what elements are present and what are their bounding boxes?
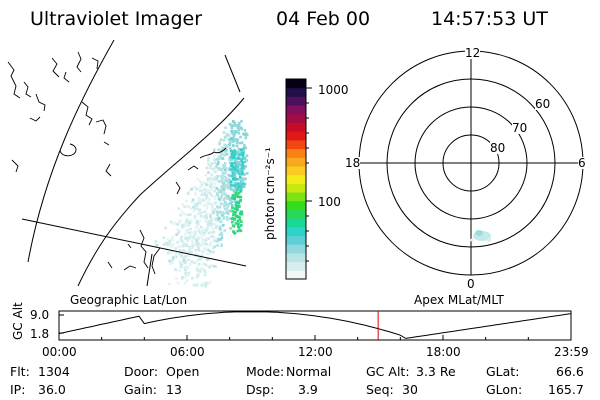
colorbar-cell [286,105,306,115]
mode-value: Normal [286,364,332,379]
gain-value: 13 [166,382,182,397]
time-tick-2359: 23:59 [554,345,589,359]
colorbar-cell [286,218,306,228]
coastlines [7,51,227,275]
date-label: 04 Feb 00 [276,8,371,30]
geographic-panel-label: Geographic Lat/Lon [70,293,188,307]
time-label: 14:57:53 UT [431,8,548,30]
altitude-axis-label: GC Alt [11,302,25,340]
colorbar-cell [286,139,306,150]
colorbar-cell [286,113,306,123]
colorbar-unit-label: photon cm⁻²s⁻¹ [263,147,277,240]
time-tick-0000: 00:00 [42,345,77,359]
mlat-label-80: 80 [490,141,506,155]
glat-value: 66.6 [556,364,584,379]
colorbar-cell [286,157,306,167]
seq-label: Seq: [366,382,394,397]
colorbar-cell [286,122,306,132]
mlt-label-18: 18 [345,156,361,170]
colorbar-tick-100: 100 [318,195,341,209]
colorbar-cell [286,165,306,176]
colorbar-cell [286,183,306,193]
colorbar-cell [286,148,306,158]
altitude-tick-9: 9.0 [30,308,50,322]
map-gridline [27,40,115,263]
colorbar-cell [286,252,306,263]
glat-label: GLat: [486,364,520,379]
polar-panel-label: Apex MLat/MLT [414,293,504,307]
door-label: Door: [124,364,159,379]
map-gridline [21,218,247,267]
map-meridian [224,54,241,93]
mlt-label-12: 12 [465,46,481,60]
colorbar-cell [286,96,306,106]
colorbar-cell [286,200,306,210]
glon-value: 165.7 [548,382,584,397]
colorbar-cell [286,226,306,237]
colorbar [285,78,312,280]
colorbar-cell [286,192,306,202]
altitude-plot [58,310,572,341]
glon-label: GLon: [486,382,523,397]
instrument-title: Ultraviolet Imager [30,8,203,30]
mlt-label-0: 0 [467,277,475,291]
flight-value: 1304 [38,364,70,379]
altitude-tick-1.8: 1.8 [30,327,50,341]
seq-value: 30 [402,382,418,397]
colorbar-cell [286,174,306,184]
ip-value: 36.0 [38,382,66,397]
colorbar-cell [286,261,306,271]
map-meridian [146,253,153,287]
colorbar-cell [286,235,306,245]
dsp-label: Dsp: [246,382,275,397]
colorbar-ticks [306,87,312,262]
colorbar-tick-1000: 1000 [318,83,349,97]
door-value: Open [166,364,200,379]
polar-emission [470,230,491,242]
gc-alt-value: 3.3 Re [416,364,456,379]
gc-alt-label: GC Alt: [366,364,410,379]
mlat-label-70: 70 [512,121,528,135]
map-limb-arc [77,97,245,287]
mlat-label-60: 60 [535,97,551,111]
gain-label: Gain: [124,382,157,397]
time-tick-0600: 06:00 [170,345,205,359]
flight-label: Flt: [10,364,30,379]
colorbar-cell [286,79,306,89]
polar-plot [358,50,584,276]
colorbar-cell [286,209,306,219]
ip-label: IP: [10,382,26,397]
colorbar-cell [286,131,306,141]
uv-emission-region [154,120,249,288]
colorbar-cell [286,244,306,254]
colorbar-cell [286,87,306,97]
time-tick-1200: 12:00 [298,345,333,359]
geographic-map [7,40,249,288]
colorbar-cell [286,270,306,280]
dsp-value: 3.9 [298,382,318,397]
altitude-curve [58,311,572,339]
mlt-label-6: 6 [578,156,586,170]
mode-label: Mode: [246,364,285,379]
time-tick-1800: 18:00 [426,345,461,359]
